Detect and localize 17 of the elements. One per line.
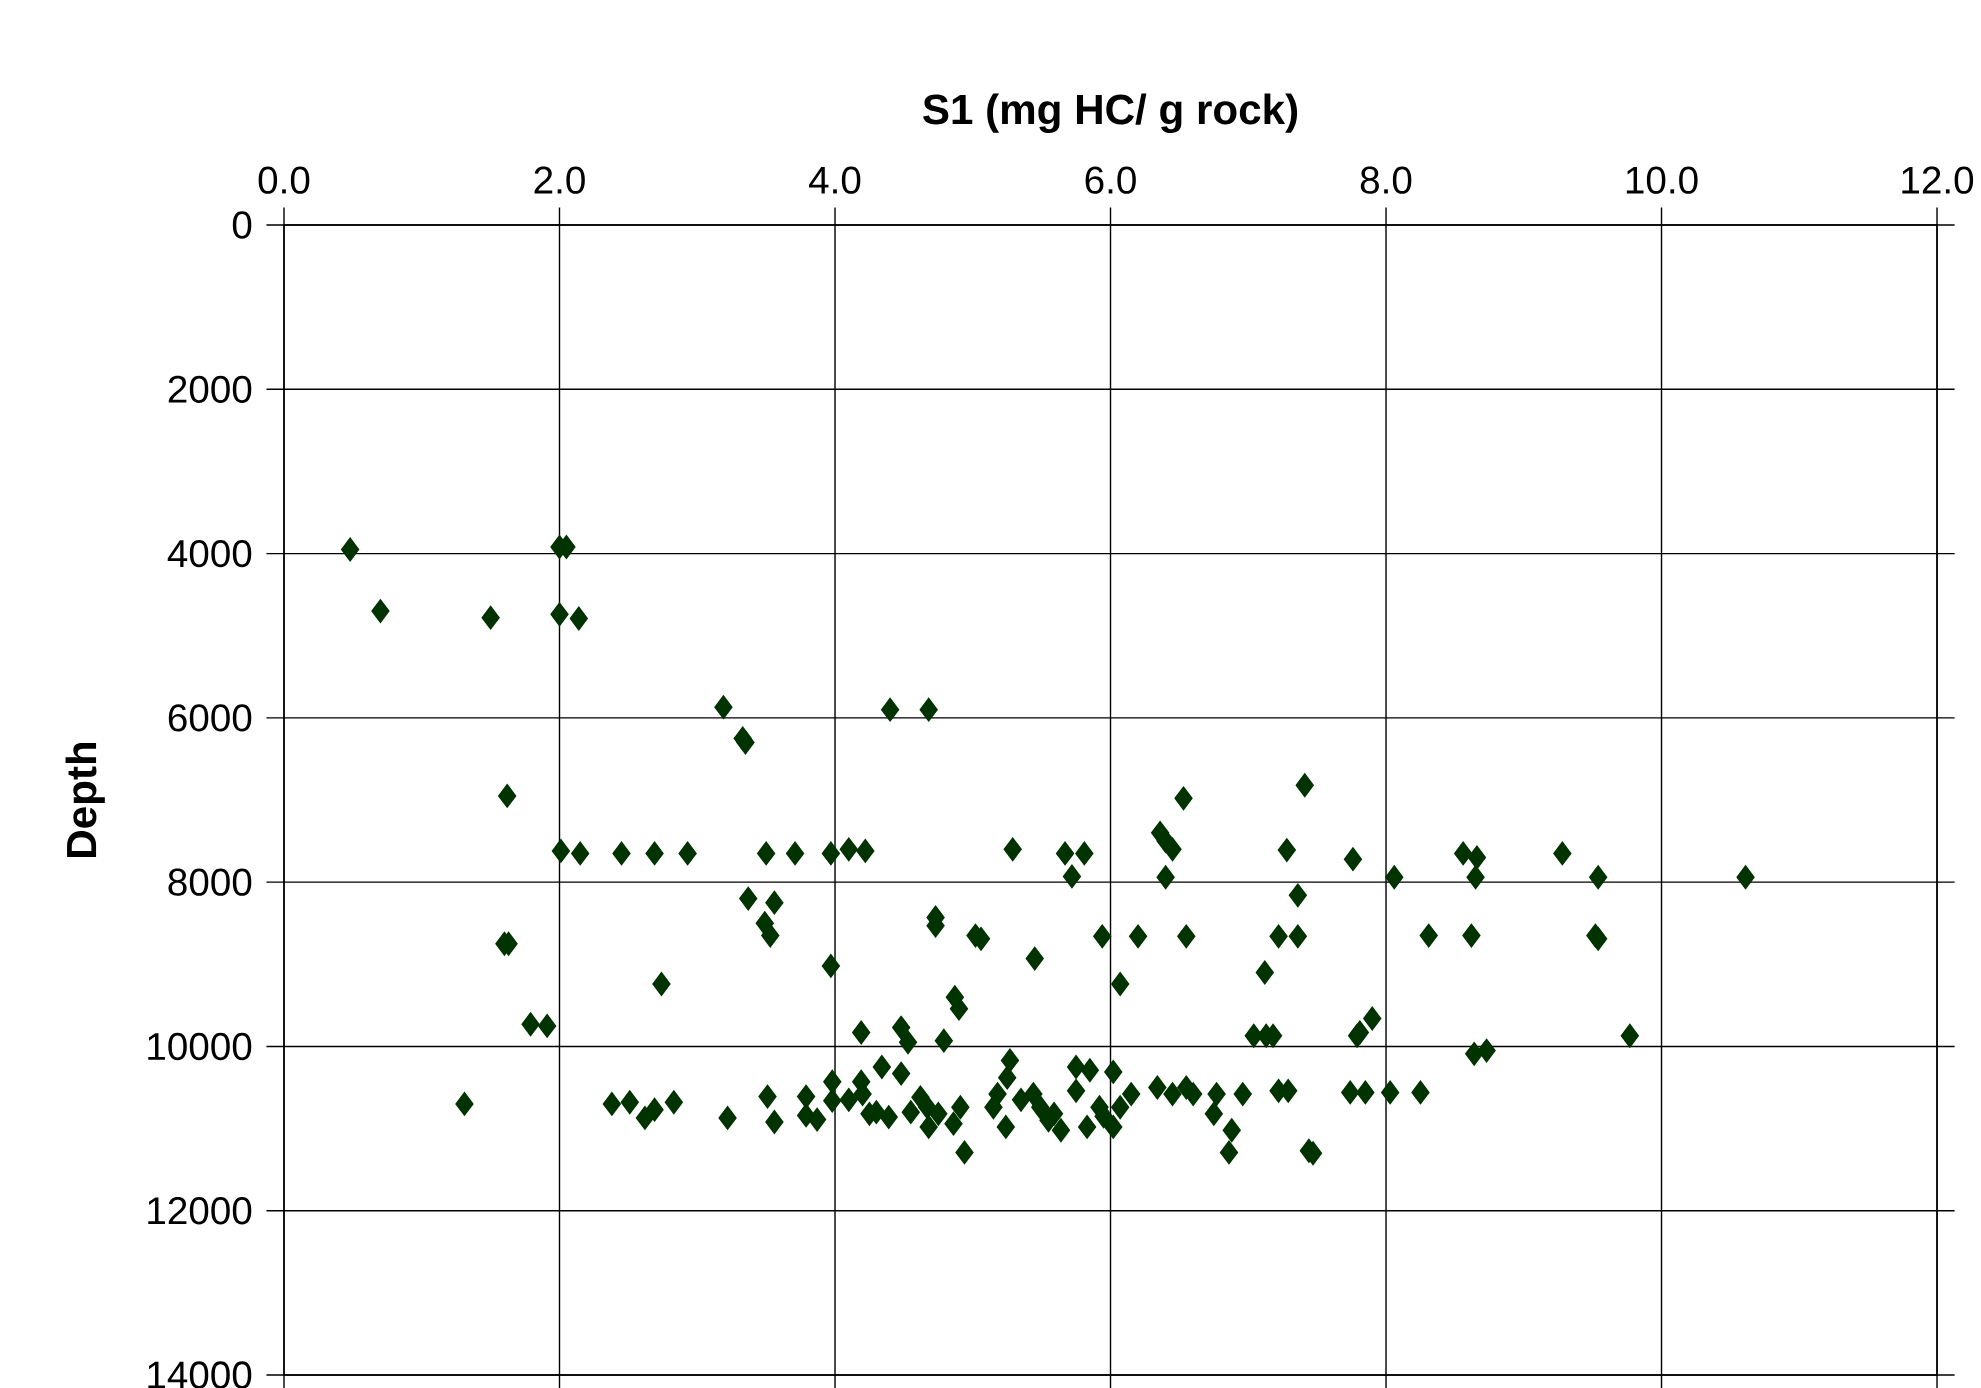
x-axis-title: S1 (mg HC/ g rock) [923, 93, 1298, 133]
y-tick-label: 14000 [148, 1361, 252, 1388]
x-tick-label: 2.0 [534, 166, 585, 194]
y-tick-label: 4000 [167, 539, 252, 568]
y-tick-label: 10000 [148, 1032, 252, 1061]
x-tick-label: 12.0 [1902, 166, 1974, 194]
x-tick-label: 8.0 [1360, 166, 1412, 194]
y-tick-label: 0 [232, 211, 252, 239]
y-tick-label: 12000 [148, 1197, 252, 1225]
x-tick-label: 4.0 [809, 166, 861, 194]
y-axis-title: Depth [65, 742, 105, 857]
y-tick-label: 6000 [168, 704, 252, 732]
y-tick-label: 2000 [168, 375, 252, 403]
x-tick-label: 10.0 [1626, 166, 1698, 194]
x-tick-label: 0.0 [258, 166, 310, 194]
x-tick-label: 6.0 [1085, 166, 1136, 194]
y-tick-label: 8000 [168, 868, 252, 896]
